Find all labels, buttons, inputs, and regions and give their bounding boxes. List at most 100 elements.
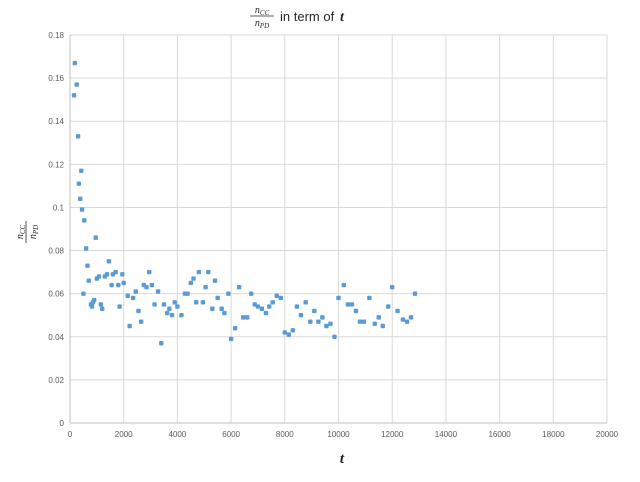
data-point [349, 302, 355, 307]
data-point [324, 323, 329, 329]
data-point [117, 304, 122, 309]
data-point [404, 319, 410, 324]
data-point [144, 285, 149, 290]
data-point [91, 297, 97, 303]
data-point [341, 282, 347, 288]
data-point [100, 306, 105, 311]
x-tick-label: 6000 [222, 430, 240, 439]
x-tick-label: 2000 [115, 430, 133, 439]
data-point [226, 291, 231, 296]
data-point [320, 315, 325, 320]
data-point [361, 319, 367, 324]
data-point [270, 300, 275, 305]
y-tick-label: 0.14 [48, 117, 64, 126]
data-point [86, 278, 91, 283]
data-point [308, 319, 313, 324]
y-tick-label: 0.1 [53, 203, 65, 212]
title-frac-numerator: nCC [255, 5, 270, 17]
data-point [395, 308, 400, 314]
data-point [75, 134, 81, 139]
data-point [79, 207, 85, 212]
data-point [328, 321, 333, 327]
data-point [312, 308, 317, 314]
data-point [82, 218, 87, 223]
data-point [191, 276, 196, 281]
data-point [85, 263, 90, 268]
data-point [245, 315, 250, 320]
data-point [278, 295, 283, 301]
data-point [104, 272, 110, 277]
data-point [412, 291, 418, 296]
data-point [155, 289, 161, 294]
data-point [116, 282, 121, 288]
y-tick-label: 0.02 [48, 376, 64, 385]
y-tick-label: 0.18 [48, 31, 64, 40]
data-point [232, 325, 238, 331]
grid-lines [70, 34, 608, 423]
x-tick-label: 10000 [327, 430, 350, 439]
data-point [282, 330, 287, 335]
svg-text:nCC: nCC [255, 5, 270, 17]
title-text: in term of [280, 9, 335, 24]
data-point [78, 196, 83, 202]
data-point [159, 341, 164, 346]
chart-title: nCC nPD in term of t [250, 5, 345, 30]
data-point [228, 336, 234, 342]
data-point [167, 306, 172, 311]
data-point [125, 293, 130, 299]
data-point [357, 319, 363, 324]
x-tick-label: 20000 [596, 430, 619, 439]
data-point [83, 246, 89, 251]
data-points [71, 60, 418, 346]
y-tick-label: 0.04 [48, 333, 64, 342]
x-tick-label: 12000 [381, 430, 404, 439]
x-tick-label: 16000 [488, 430, 511, 439]
data-point [400, 317, 406, 322]
title-frac-denominator: nPD [255, 18, 269, 30]
data-point [71, 93, 77, 98]
data-point [240, 315, 246, 320]
data-point [263, 310, 269, 316]
x-tick-label: 18000 [542, 430, 565, 439]
data-point [147, 269, 152, 275]
data-point [98, 302, 104, 307]
data-point [206, 269, 211, 275]
data-point [96, 274, 102, 279]
x-tick-label: 4000 [169, 430, 187, 439]
data-point [193, 300, 199, 305]
x-tick-labels: 0 2000 4000 6000 8000 10000 12000 14000 16000 180… [68, 430, 619, 439]
data-point [408, 315, 414, 320]
title-variable: t [340, 10, 345, 25]
x-tick-label: 14000 [435, 430, 458, 439]
svg-text:nPD: nPD [28, 225, 40, 239]
svg-text:nCC: nCC [15, 225, 27, 240]
y-tick-label: 0.06 [48, 290, 64, 299]
data-point [390, 285, 395, 290]
data-point [215, 295, 220, 301]
ylabel-frac-numerator: nCC [15, 225, 27, 240]
data-point [133, 289, 138, 294]
data-point [188, 280, 194, 286]
x-tick-label: 8000 [276, 430, 294, 439]
data-point [249, 291, 254, 296]
data-point [255, 304, 261, 309]
data-point [203, 285, 208, 290]
data-point [367, 295, 372, 301]
data-point [316, 319, 321, 324]
y-tick-label: 0 [60, 419, 65, 428]
data-point [372, 321, 377, 327]
data-point [93, 235, 98, 240]
data-point [353, 308, 359, 314]
data-point [120, 272, 125, 277]
data-point [179, 313, 184, 318]
axes [69, 35, 607, 424]
data-point [267, 304, 272, 309]
data-point [303, 300, 308, 305]
data-point [79, 168, 84, 173]
data-point [152, 302, 157, 307]
data-point [106, 259, 112, 264]
data-point [76, 181, 82, 186]
data-point [332, 334, 337, 339]
data-point [161, 302, 167, 307]
